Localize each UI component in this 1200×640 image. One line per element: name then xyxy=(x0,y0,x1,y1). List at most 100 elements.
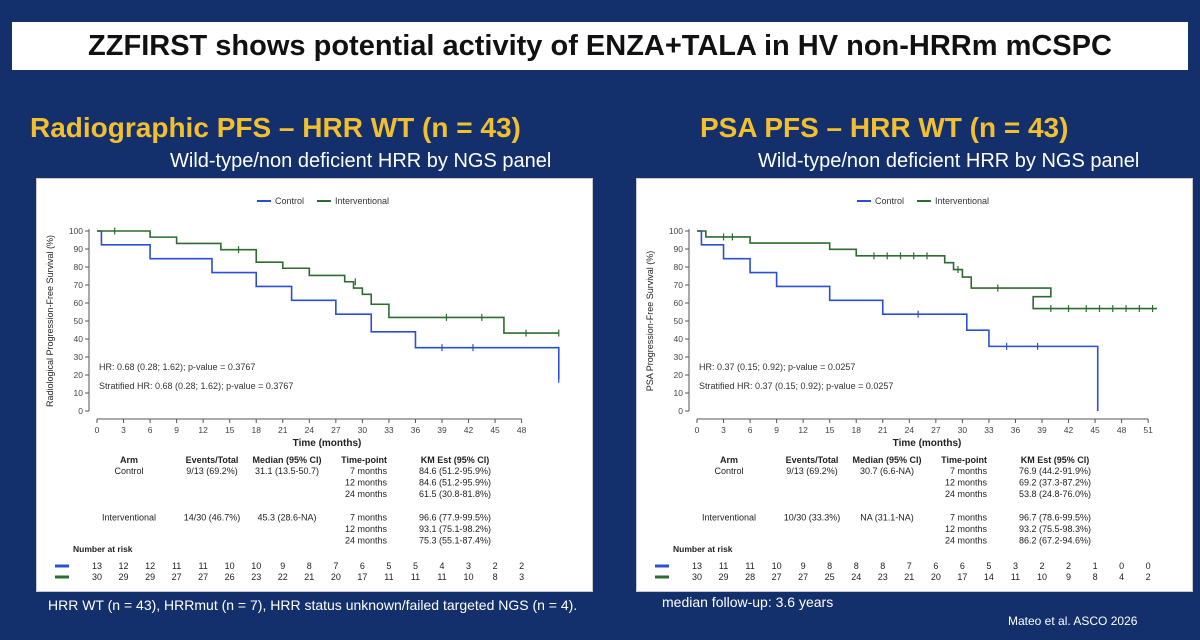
risk-count: 11 xyxy=(1011,572,1020,582)
risk-count: 7 xyxy=(907,561,912,571)
risk-count: 8 xyxy=(493,572,498,582)
risk-count: 27 xyxy=(798,572,808,582)
legend-label-1: Interventional xyxy=(935,196,989,206)
y-axis-label: PSA Progression-Free Survival (%) xyxy=(645,251,655,392)
km-table-header: Median (95% CI) xyxy=(852,455,921,465)
legend-label-0: Control xyxy=(275,196,304,206)
risk-count: 24 xyxy=(851,572,861,582)
km-table-cell: 12 months xyxy=(345,478,388,488)
risk-count: 10 xyxy=(464,572,474,582)
risk-count: 0 xyxy=(1119,561,1124,571)
risk-count: 11 xyxy=(172,561,181,571)
left-km-plot: Control Interventional 0 10 20 30 40 50 60 70 80 90… xyxy=(36,178,593,592)
x-axis-label: Time (months) xyxy=(893,438,962,449)
km-table-cell: 24 months xyxy=(945,536,988,546)
risk-count: 8 xyxy=(854,561,859,571)
km-table-cell: 9/13 (69.2%) xyxy=(186,466,238,476)
km-table-cell: Control xyxy=(114,466,143,476)
x-tick-label: 21 xyxy=(878,425,888,435)
hr-annotation-1: Stratified HR: 0.37 (0.15; 0.92); p-valu… xyxy=(699,381,893,391)
risk-count: 5 xyxy=(986,561,991,571)
y-tick-label: 50 xyxy=(74,316,84,326)
y-tick-label: 10 xyxy=(74,388,84,398)
risk-count: 26 xyxy=(225,572,235,582)
km-table-cell: 7 months xyxy=(950,513,988,523)
y-tick-label: 90 xyxy=(74,244,84,254)
km-table-cell: 96.7 (78.6-99.5%) xyxy=(1019,513,1091,523)
km-table-cell: 76.9 (44.2-91.9%) xyxy=(1019,466,1091,476)
right-panel-subtitle: Wild-type/non deficient HRR by NGS panel xyxy=(758,150,1140,172)
risk-count: 9 xyxy=(801,561,806,571)
km-table-cell: 93.1 (75.1-98.2%) xyxy=(419,524,491,534)
km-table-cell: 12 months xyxy=(945,524,988,534)
legend-label-1: Interventional xyxy=(335,196,389,206)
km-curve-interventional xyxy=(697,230,1157,310)
risk-count: 10 xyxy=(225,561,235,571)
km-curve-control xyxy=(97,230,560,380)
risk-count: 30 xyxy=(692,572,702,582)
y-tick-label: 0 xyxy=(678,406,683,416)
slide-title: ZZFIRST shows potential activity of ENZA… xyxy=(12,22,1188,70)
km-table-header: Time-point xyxy=(941,455,987,465)
risk-count: 12 xyxy=(145,561,155,571)
x-tick-label: 21 xyxy=(278,425,288,435)
x-axis-label: Time (months) xyxy=(293,438,362,449)
risk-count: 11 xyxy=(198,561,207,571)
km-table-cell: Interventional xyxy=(702,513,756,523)
risk-count: 6 xyxy=(960,561,965,571)
risk-count: 27 xyxy=(172,572,182,582)
km-table-cell: 24 months xyxy=(345,489,388,499)
km-table-cell: 9/13 (69.2%) xyxy=(786,466,838,476)
right-km-plot: Control Interventional 0 10 20 30 40 50 60 70 80 90… xyxy=(636,178,1193,592)
risk-count: 10 xyxy=(251,561,261,571)
x-tick-label: 0 xyxy=(95,425,100,435)
risk-count: 9 xyxy=(280,561,285,571)
x-tick-label: 15 xyxy=(825,425,835,435)
y-tick-label: 40 xyxy=(674,334,684,344)
left-panel-subtitle: Wild-type/non deficient HRR by NGS panel xyxy=(170,150,552,172)
risk-count: 7 xyxy=(333,561,338,571)
risk-count: 8 xyxy=(307,561,312,571)
risk-count: 10 xyxy=(1037,572,1047,582)
x-tick-label: 36 xyxy=(1011,425,1021,435)
left-panel-title: Radiographic PFS – HRR WT (n = 43) xyxy=(30,112,521,143)
y-tick-label: 60 xyxy=(74,298,84,308)
km-table-cell: 84.6 (51.2-95.9%) xyxy=(419,478,491,488)
y-tick-label: 80 xyxy=(674,262,684,272)
risk-count: 23 xyxy=(878,572,888,582)
km-table-cell: 14/30 (46.7%) xyxy=(184,513,241,523)
x-tick-label: 6 xyxy=(148,425,153,435)
x-tick-label: 9 xyxy=(774,425,779,435)
x-tick-label: 0 xyxy=(695,425,700,435)
km-table-header: KM Est (95% CI) xyxy=(1021,455,1090,465)
x-tick-label: 3 xyxy=(121,425,126,435)
risk-count: 11 xyxy=(719,561,728,571)
x-tick-label: 15 xyxy=(225,425,235,435)
x-tick-label: 30 xyxy=(358,425,368,435)
km-table-cell: 93.2 (75.5-98.3%) xyxy=(1019,524,1091,534)
risk-count: 2 xyxy=(1146,572,1151,582)
risk-count: 20 xyxy=(931,572,941,582)
y-tick-label: 40 xyxy=(74,334,84,344)
risk-count: 3 xyxy=(1013,561,1018,571)
y-tick-label: 20 xyxy=(674,370,684,380)
x-tick-label: 6 xyxy=(748,425,753,435)
y-tick-label: 20 xyxy=(74,370,84,380)
y-tick-label: 70 xyxy=(674,280,684,290)
km-table-cell: 61.5 (30.8-81.8%) xyxy=(419,489,491,499)
km-table-cell: 84.6 (51.2-95.9%) xyxy=(419,466,491,476)
km-table-header: KM Est (95% CI) xyxy=(421,455,490,465)
risk-count: 20 xyxy=(331,572,341,582)
risk-count: 2 xyxy=(1066,561,1071,571)
risk-count: 22 xyxy=(278,572,288,582)
risk-count: 13 xyxy=(692,561,702,571)
risk-count: 14 xyxy=(984,572,994,582)
x-tick-label: 12 xyxy=(198,425,208,435)
km-curve-control xyxy=(697,230,1099,411)
risk-count: 27 xyxy=(772,572,782,582)
km-table-header: Events/Total xyxy=(186,455,239,465)
km-table-header: Events/Total xyxy=(786,455,839,465)
y-tick-label: 100 xyxy=(69,226,83,236)
km-table-cell: 96.6 (77.9-99.5%) xyxy=(419,513,491,523)
x-tick-label: 30 xyxy=(958,425,968,435)
